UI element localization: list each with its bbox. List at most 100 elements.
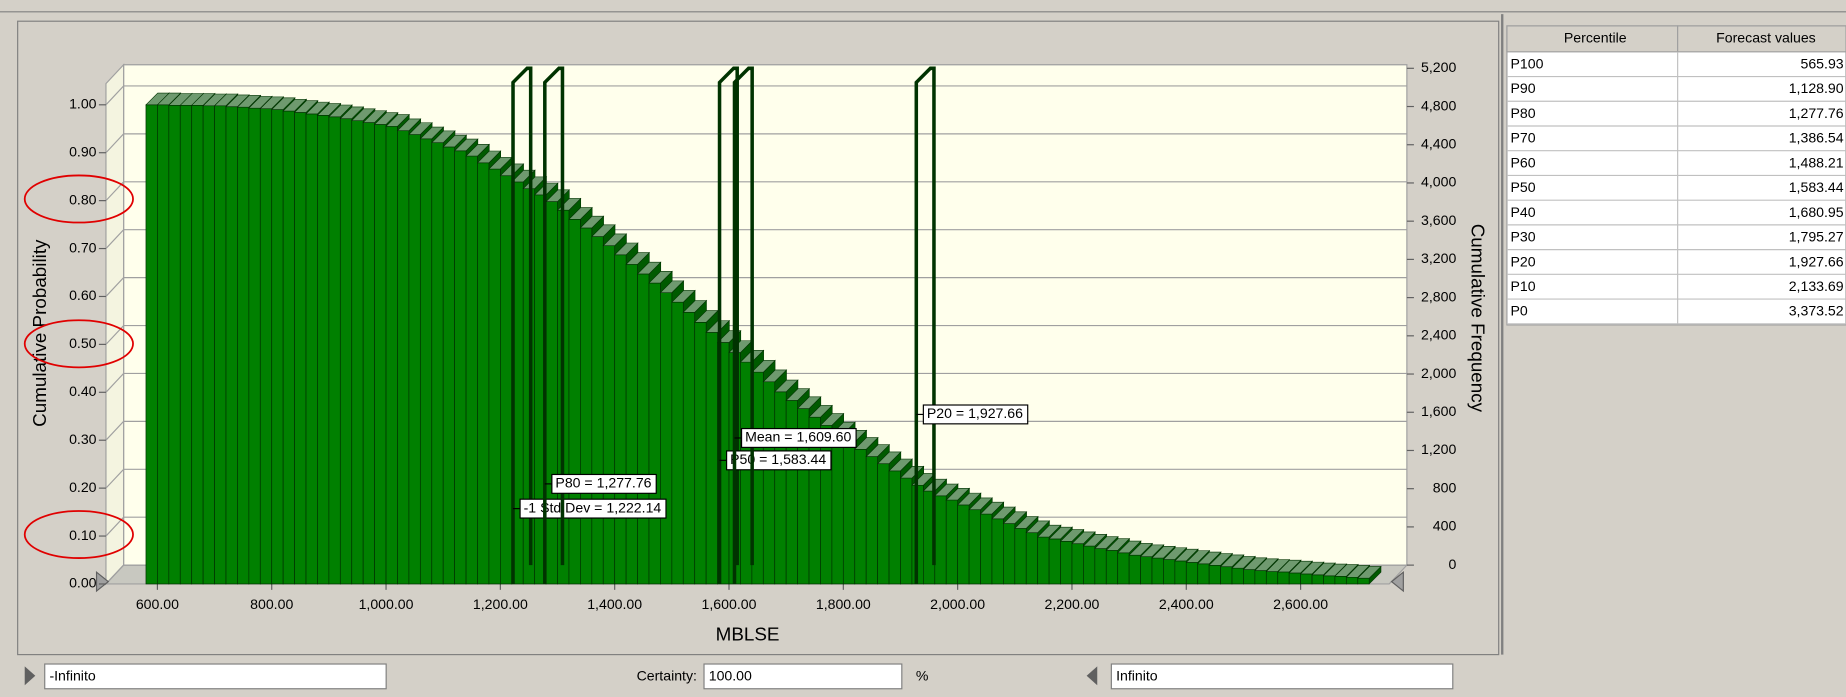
- bar: [877, 463, 890, 585]
- bar-top: [568, 207, 593, 220]
- bar-top: [1197, 551, 1222, 565]
- bar-top: [1025, 520, 1051, 533]
- value-cell: 1,583.44: [1789, 179, 1844, 195]
- marker-label-box: [519, 498, 667, 519]
- bar-top: [1116, 540, 1142, 554]
- y2-tick-label: 2,800: [1421, 288, 1456, 304]
- grid-line: [105, 85, 1407, 106]
- bar: [1025, 532, 1039, 585]
- grid-line: [105, 181, 1407, 202]
- y-tick-label: 0.30: [69, 431, 97, 447]
- certainty-input[interactable]: [703, 663, 903, 690]
- bar-top: [396, 118, 422, 131]
- y-tick-label: 0.50: [69, 335, 97, 351]
- bar-top: [373, 112, 399, 125]
- certainty-unit: %: [916, 668, 929, 684]
- y-tick-label: 0.20: [69, 479, 97, 495]
- upper-arrow[interactable]: [1086, 666, 1098, 686]
- marker-label: P50 = 1,583.44: [730, 451, 826, 467]
- bar-top: [876, 451, 902, 464]
- bar: [1094, 548, 1107, 585]
- header-cell[interactable]: [1677, 25, 1846, 53]
- x-tick-label: 1,200.00: [473, 596, 528, 612]
- value-cell: 3,373.52: [1789, 303, 1844, 319]
- y2-tick-label: 4,000: [1421, 174, 1456, 190]
- percentile-cell: P40: [1510, 204, 1535, 220]
- y2-tick-label: 2,400: [1421, 327, 1456, 343]
- bar-top: [271, 97, 296, 110]
- lower-grabber[interactable]: [95, 570, 110, 593]
- bar-top: [636, 261, 662, 275]
- x-tick-label: 2,600.00: [1273, 596, 1328, 612]
- bar: [1265, 571, 1279, 585]
- bar: [1185, 562, 1199, 585]
- bar-top: [1231, 556, 1256, 569]
- bar: [500, 175, 513, 585]
- bar: [1197, 563, 1210, 585]
- bar-top: [385, 114, 410, 127]
- bar-top: [190, 93, 216, 106]
- bar: [1357, 577, 1370, 585]
- lower-input[interactable]: [44, 663, 387, 690]
- value-cell: 1,680.95: [1789, 204, 1844, 220]
- bar-top: [888, 458, 913, 472]
- x-tick-label: 1,400.00: [587, 596, 642, 612]
- bar: [637, 273, 650, 585]
- bar-top: [1151, 546, 1176, 559]
- marker-label: -1 Std Dev = 1,222.14: [524, 499, 662, 515]
- marker-line: [914, 66, 936, 584]
- bar: [888, 470, 901, 585]
- bar-top: [613, 242, 639, 256]
- upper-grabber[interactable]: [1390, 570, 1404, 593]
- bar-top: [362, 110, 388, 123]
- upper-input[interactable]: [1110, 663, 1454, 690]
- bar-top: [1265, 559, 1291, 572]
- bar: [465, 155, 478, 585]
- marker-label: P80 = 1,277.76: [555, 475, 651, 491]
- bar: [694, 321, 707, 585]
- marker-line: [717, 66, 739, 584]
- x-tick-label: 2,400.00: [1159, 596, 1214, 612]
- bar-top: [1334, 564, 1359, 577]
- bar: [545, 201, 558, 585]
- y2-tick-label: 4,400: [1421, 135, 1456, 151]
- bar: [1254, 570, 1267, 585]
- bar: [408, 134, 421, 585]
- bar-top: [671, 290, 696, 303]
- bar-top: [1094, 536, 1119, 549]
- bar: [374, 124, 387, 585]
- bar-top: [762, 369, 788, 383]
- y2-tick-label: 1,200: [1421, 441, 1456, 457]
- y2-tick-label: 4,800: [1421, 97, 1456, 113]
- bar-top: [1242, 557, 1268, 570]
- bar: [1208, 564, 1221, 585]
- bar: [705, 332, 718, 585]
- bar-top: [934, 483, 959, 497]
- value-cell: 1,386.54: [1789, 130, 1844, 146]
- bar-top: [1059, 529, 1085, 542]
- bar: [1060, 540, 1073, 585]
- bar: [625, 264, 638, 585]
- x-tick-label: 1,800.00: [816, 596, 871, 612]
- bar-top: [476, 150, 502, 164]
- bar: [214, 105, 227, 585]
- bar: [317, 114, 330, 585]
- bar-top: [1299, 561, 1325, 575]
- header-cell[interactable]: [1506, 25, 1679, 53]
- y2-tick-label: 1,600: [1421, 403, 1456, 419]
- x-tick-label: 2,000.00: [930, 596, 985, 612]
- bar: [568, 218, 581, 585]
- bar: [1277, 571, 1290, 585]
- percentile-cell: P30: [1510, 229, 1535, 245]
- bar: [660, 292, 673, 585]
- bar: [945, 499, 959, 585]
- bar: [1345, 576, 1359, 585]
- bar: [682, 311, 696, 585]
- bar: [1140, 556, 1153, 585]
- bar: [774, 391, 787, 585]
- lower-arrow[interactable]: [24, 666, 36, 686]
- bar: [968, 509, 981, 585]
- bar: [1014, 528, 1027, 585]
- bar-top: [579, 215, 605, 229]
